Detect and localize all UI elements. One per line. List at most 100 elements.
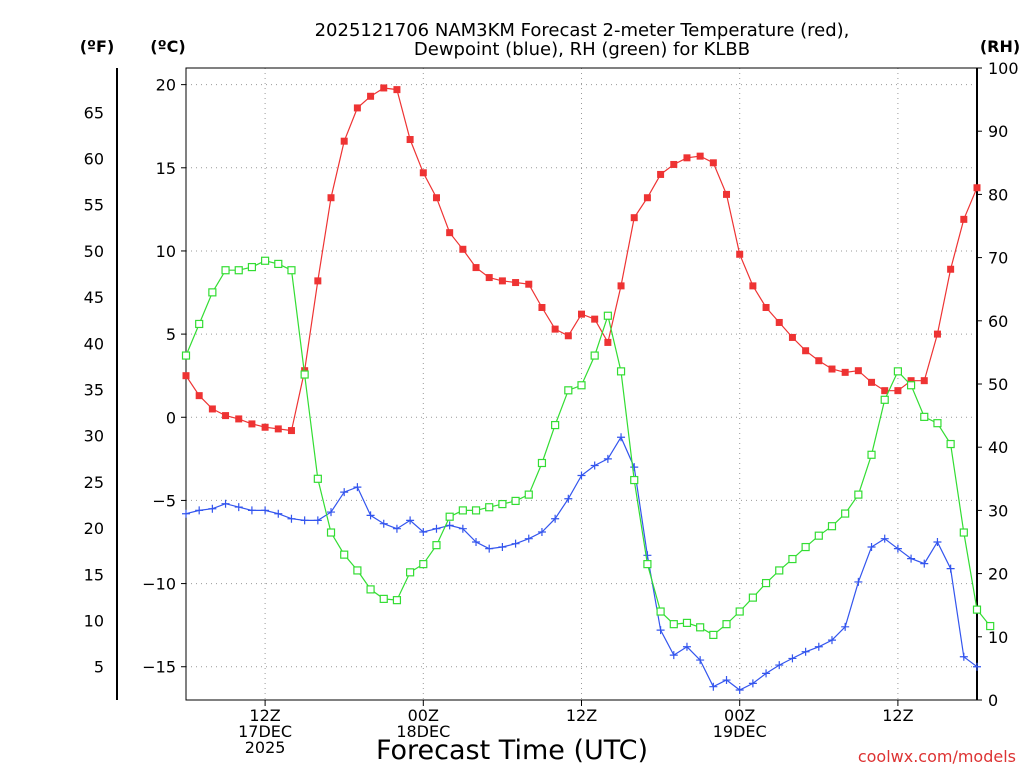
rh-point	[630, 475, 639, 485]
rh-point	[603, 311, 612, 320]
fahrenheit-tick-label: 15	[84, 565, 104, 584]
temperature-point	[419, 169, 427, 177]
temperature-point	[485, 274, 493, 282]
dewpoint-point	[419, 528, 428, 537]
temperature-point	[920, 377, 928, 385]
dewpoint-point	[511, 539, 520, 548]
temperature-point	[195, 392, 203, 400]
dewpoint-point	[880, 534, 889, 543]
x-tick-label: 17DEC	[238, 722, 292, 741]
temperature-point	[459, 245, 467, 253]
temperature-point	[617, 282, 625, 290]
dewpoint-point	[893, 544, 902, 553]
dewpoint-point	[537, 528, 546, 537]
dewpoint-point	[617, 433, 626, 442]
dewpoint-point	[432, 524, 441, 533]
celsius-tick-label: 15	[156, 159, 176, 178]
temperature-point	[683, 154, 691, 162]
fahrenheit-tick-label: 10	[84, 612, 104, 631]
dewpoint-point	[524, 534, 533, 543]
rh-point	[972, 605, 982, 614]
celsius-unit-label: (ºC)	[150, 37, 185, 56]
fahrenheit-tick-label: 5	[94, 658, 104, 677]
rh-point	[551, 420, 560, 430]
rh-point	[682, 618, 692, 627]
rh-point	[353, 566, 362, 575]
dewpoint-point	[735, 686, 744, 695]
temperature-point	[802, 347, 810, 355]
rh-point	[379, 594, 388, 603]
temperature-point	[208, 405, 216, 413]
celsius-tick-label: −15	[142, 658, 176, 677]
temperature-point	[657, 170, 665, 178]
x-tick-label: 00Z	[408, 706, 439, 725]
temperature-point	[749, 282, 757, 290]
temperature-point	[828, 365, 836, 373]
temperature-point	[894, 387, 902, 395]
temperature-point	[314, 277, 322, 285]
temperature-point	[538, 303, 546, 311]
rh-point	[221, 266, 230, 275]
temperature-point	[723, 190, 731, 198]
rh-point	[656, 607, 665, 616]
chart-title-line2: Dewpoint (blue), RH (green) for KLBB	[414, 39, 750, 60]
dewpoint-point	[867, 542, 876, 551]
x-tick-label: 12Z	[249, 706, 280, 725]
rh-point	[616, 367, 626, 376]
temperature-point	[973, 184, 981, 192]
temperature-point	[551, 325, 559, 333]
temperature-point	[670, 160, 678, 168]
rh-point	[261, 256, 270, 265]
celsius-tick-label: 20	[156, 76, 176, 95]
dewpoint-point	[485, 544, 494, 553]
rh-point	[590, 351, 599, 360]
fahrenheit-tick-label: 45	[84, 288, 104, 307]
temperature-point	[933, 330, 941, 338]
dewpoint-point	[208, 504, 217, 513]
temperature-point	[248, 420, 256, 428]
temperature-point	[709, 159, 717, 167]
rh-point	[827, 522, 837, 531]
rh-point	[458, 506, 467, 515]
dewpoint-point	[973, 662, 981, 671]
dewpoint-point	[722, 676, 731, 685]
temperature-point	[406, 136, 414, 144]
dewpoint-point	[775, 661, 784, 670]
dewpoint-point	[247, 506, 256, 515]
dewpoint-point	[827, 636, 836, 645]
fahrenheit-tick-label: 30	[84, 427, 104, 446]
rh-point	[406, 568, 415, 577]
rh-point	[577, 381, 586, 390]
dewpoint-point	[327, 508, 336, 517]
rh-point	[814, 531, 823, 540]
temperature-point	[327, 194, 335, 202]
temperature-point	[775, 318, 783, 326]
temperature-point	[578, 310, 585, 318]
relative-humidity-series	[181, 256, 995, 640]
temperature-point	[274, 425, 282, 433]
rh-point	[669, 620, 678, 629]
dewpoint-point	[445, 521, 454, 530]
x-axis-label: Forecast Time (UTC)	[376, 735, 648, 766]
dewpoint-point	[814, 642, 823, 651]
temperature-point	[736, 250, 744, 258]
rh-point	[208, 288, 217, 297]
rh-point	[498, 499, 507, 509]
fahrenheit-unit-label: (ºF)	[80, 37, 115, 56]
dewpoint-point	[669, 651, 678, 660]
rh-point	[801, 542, 810, 552]
dewpoint-point	[603, 454, 612, 463]
dewpoint-point	[841, 622, 850, 631]
dewpoint-point	[920, 559, 929, 568]
grid-lines	[186, 68, 977, 700]
dewpoint-point	[551, 514, 560, 523]
rh-tick-label: 90	[988, 122, 1008, 141]
dewpoint-point	[788, 654, 797, 663]
rh-tick-label: 60	[988, 312, 1008, 331]
rh-point	[775, 566, 784, 575]
dewpoint-point	[458, 524, 467, 533]
rh-tick-label: 50	[988, 375, 1008, 394]
temperature-point	[841, 368, 849, 376]
rh-tick-label: 80	[988, 185, 1008, 204]
